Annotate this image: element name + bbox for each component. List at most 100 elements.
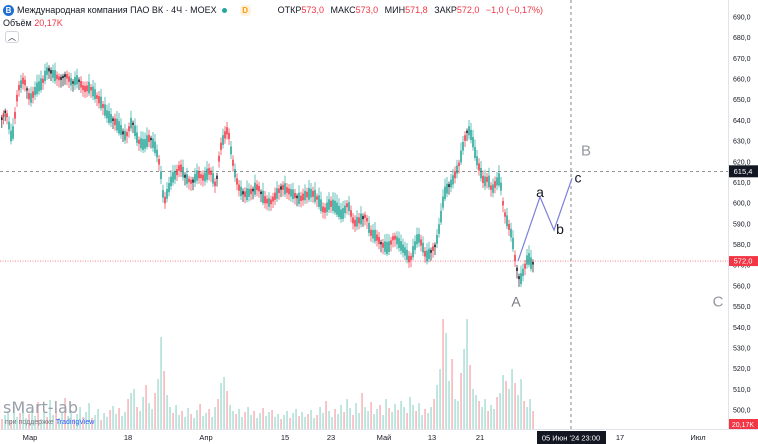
- candle-body: [484, 176, 486, 187]
- price-tick-label: 660,0: [733, 77, 751, 84]
- volume-bar: [85, 412, 87, 429]
- volume-bar: [508, 389, 510, 429]
- candle-body: [486, 176, 488, 182]
- candle-body: [144, 139, 146, 149]
- time-axis[interactable]: Мар 18 Апр 15 23 Май 13 21 17 Июл: [23, 433, 706, 442]
- volume-bar: [103, 413, 105, 429]
- candle-body: [222, 135, 224, 145]
- candle-body: [506, 215, 508, 227]
- candle-body: [404, 247, 406, 256]
- candlesticks: [1, 62, 534, 288]
- volume-bar: [331, 417, 333, 429]
- candle-body: [384, 241, 386, 252]
- volume-bar: [469, 365, 471, 429]
- candle-body: [258, 185, 260, 192]
- candle-body: [212, 173, 214, 184]
- volume-bar: [187, 408, 189, 429]
- company-logo-icon: В: [3, 4, 14, 16]
- candle-body: [224, 131, 226, 139]
- volume-bar: [478, 401, 480, 429]
- volume-bar: [76, 414, 78, 429]
- candle-body: [230, 146, 232, 155]
- volume-bar: [436, 385, 438, 429]
- candle-body: [278, 188, 280, 194]
- candle-body: [46, 67, 48, 75]
- candle-body: [500, 182, 502, 191]
- candle-body: [234, 169, 236, 178]
- candle-body: [458, 162, 460, 167]
- data-source-button[interactable]: D: [239, 4, 251, 16]
- volume-bar: [418, 403, 420, 429]
- candle-body: [78, 79, 80, 83]
- volume-bar: [1, 419, 3, 429]
- price-axis[interactable]: 690,0 680,0 670,0 660,0 650,0 640,0 630,0 620,0…: [733, 15, 751, 415]
- collapse-legend-button[interactable]: ︿: [5, 31, 19, 43]
- candle-body: [320, 199, 322, 212]
- volume-bar: [109, 410, 111, 429]
- volume-value-text: 20,17K: [732, 422, 755, 429]
- candle-body: [390, 240, 392, 245]
- volume-bar: [406, 413, 408, 429]
- candle-body: [182, 166, 184, 178]
- volume-bar: [220, 383, 222, 429]
- candle-body: [512, 237, 514, 250]
- high-label: МАКС: [330, 5, 356, 15]
- candle-body: [284, 183, 286, 195]
- candle-body: [528, 253, 530, 265]
- candle-body: [174, 170, 176, 180]
- wave-labels: a b c A B C: [511, 142, 723, 310]
- candle-body: [412, 246, 414, 258]
- volume-bar: [271, 410, 273, 429]
- volume-bar: [64, 398, 66, 429]
- candle-body: [286, 187, 288, 193]
- candle-body: [138, 139, 140, 144]
- price-tick-label: 530,0: [733, 345, 751, 352]
- candle-body: [348, 202, 350, 212]
- candle-body: [266, 198, 268, 204]
- volume-bar: [394, 404, 396, 429]
- candle-body: [186, 174, 188, 184]
- volume-bar: [385, 399, 387, 429]
- volume-bar: [133, 389, 135, 429]
- volume-bar: [253, 411, 255, 429]
- candle-body: [510, 228, 512, 238]
- volume-bar: [13, 407, 15, 429]
- candle-body: [514, 254, 516, 262]
- candle-body: [6, 113, 8, 118]
- volume-bar: [55, 408, 57, 429]
- candle-body: [178, 165, 180, 171]
- volume-bar: [349, 408, 351, 429]
- candle-body: [474, 146, 476, 159]
- elliott-wave-line[interactable]: [517, 178, 573, 262]
- price-tick-label: 590,0: [733, 221, 751, 228]
- chevron-up-icon: ︿: [8, 32, 16, 42]
- candle-body: [452, 175, 454, 185]
- price-tick-label: 580,0: [733, 242, 751, 249]
- candle-body: [16, 94, 18, 102]
- candle-body: [434, 244, 436, 248]
- volume-bar: [199, 404, 201, 429]
- candle-body: [128, 126, 130, 132]
- candle-body: [516, 267, 518, 271]
- tradingview-attribution[interactable]: при поддержке TradingView: [5, 419, 94, 426]
- candle-body: [90, 86, 92, 91]
- volume-bar: [445, 333, 447, 429]
- candle-body: [60, 76, 62, 80]
- candle-body: [122, 131, 124, 135]
- candle-body: [160, 171, 162, 180]
- candle-body: [466, 130, 468, 133]
- volume-bar: [319, 407, 321, 429]
- candle-body: [448, 184, 450, 188]
- volume-bar: [22, 405, 24, 429]
- candle-body: [374, 229, 376, 242]
- candle-body: [126, 132, 128, 137]
- candle-body: [352, 217, 354, 224]
- candle-body: [396, 236, 398, 245]
- candle-body: [472, 137, 474, 148]
- wave-label: B: [581, 142, 591, 159]
- symbol-title[interactable]: Международная компания ПАО ВК · 4Ч · MOE…: [17, 5, 217, 15]
- volume-bar: [112, 406, 114, 429]
- volume-bar: [514, 383, 516, 429]
- candle-body: [236, 178, 238, 185]
